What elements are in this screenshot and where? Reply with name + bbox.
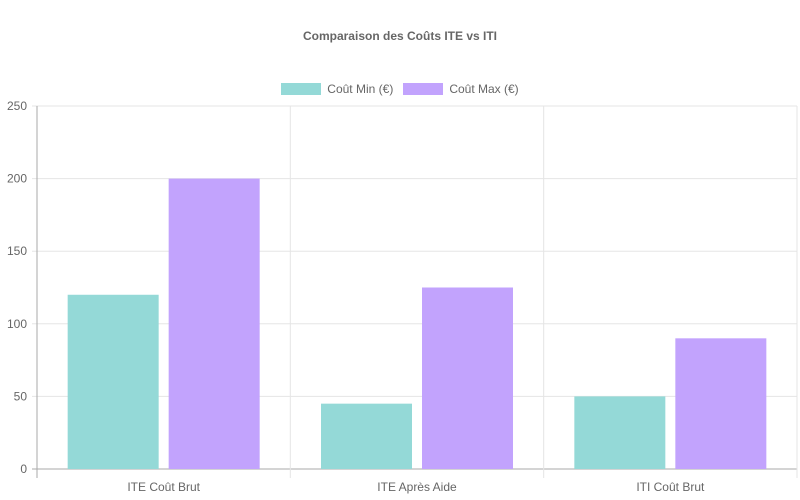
legend-label-cout-max: Coût Max (€) [449, 82, 519, 96]
y-tick-label: 250 [7, 99, 27, 113]
legend-item-cout-min[interactable]: Coût Min (€) [281, 82, 393, 96]
bar-max [675, 338, 767, 469]
bar-max [168, 178, 260, 469]
bar-min [321, 403, 412, 469]
y-tick-label: 150 [7, 244, 27, 258]
legend-label-cout-min: Coût Min (€) [327, 82, 394, 96]
legend-swatch-cout-max [403, 83, 444, 95]
chart-title: Comparaison des Coûts ITE vs ITI [302, 29, 498, 43]
y-tick-label: 0 [20, 462, 27, 476]
x-tick-label: ITE Coût Brut [127, 480, 200, 494]
chart-legend: Coût Min (€) Coût Max (€) [0, 82, 800, 96]
y-tick-label: 50 [14, 389, 28, 403]
bar-min [574, 396, 666, 469]
bar-min [67, 294, 159, 469]
legend-item-cout-max[interactable]: Coût Max (€) [403, 82, 519, 96]
y-tick-label: 200 [7, 172, 27, 186]
x-tick-label: ITE Après Aide [377, 480, 457, 494]
bar-max [422, 287, 513, 469]
legend-swatch-cout-min [281, 83, 322, 95]
y-tick-label: 100 [7, 317, 27, 331]
x-tick-label: ITI Coût Brut [636, 480, 705, 494]
